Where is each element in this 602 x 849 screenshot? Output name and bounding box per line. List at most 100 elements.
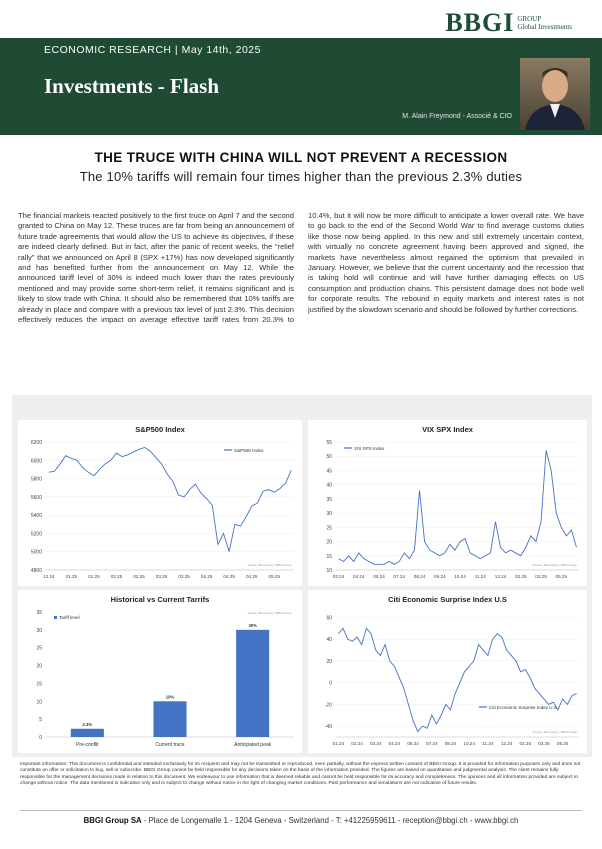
x-tick-label: 04.24 [353,574,365,579]
y-tick-label: 55 [326,440,332,446]
x-tick-label: 12.24 [501,741,513,746]
logo-group: GROUP [517,15,542,23]
x-tick-label: 05.25 [557,741,569,746]
y-tick-label: 5400 [31,513,42,519]
x-tick-label: 12.24 [43,574,55,579]
author: M. Alain Freymond - Associé & CIO [402,113,512,120]
chart-source: Source: Bloomberg / BBGI Group [247,563,292,567]
y-tick-label: 5200 [31,531,42,537]
y-tick-label: 5000 [31,550,42,556]
y-tick-label: 25 [36,646,42,652]
y-tick-label: 60 [326,615,332,621]
x-tick-label: 01.25 [66,574,78,579]
y-tick-label: 20 [326,540,332,546]
legend-label: Tariff level [59,615,80,620]
legend-label: Citi Economic Surprise Index U.S [489,705,557,710]
y-tick-label: 30 [36,628,42,634]
x-tick-label: Current truce [155,742,184,748]
x-tick-label: 02.25 [111,574,123,579]
y-tick-label: 10 [326,568,332,574]
chart: Citi Economic Surprise Index U.S Source: … [308,590,587,753]
x-tick-label: 04.24 [389,741,401,746]
chart: S&P500 Index Source: Bloomberg / BBGI Gro… [18,420,302,586]
y-tick-label: 20 [326,659,332,665]
chart-title: S&P500 Index [135,425,185,434]
legend-label: VIX SPX Index [354,446,385,451]
x-tick-label: 03.24 [370,741,382,746]
y-tick-label: -20 [325,702,332,708]
x-tick-label: 03.25 [535,574,547,579]
footer-rule [20,810,582,811]
y-tick-label: 50 [326,454,332,460]
x-tick-label: 01.25 [88,574,100,579]
chart-source: Source: Bloomberg / BBGI Group [532,563,577,567]
header-band [0,38,602,135]
value-label: 30% [248,623,257,628]
y-tick-label: 35 [36,610,42,616]
x-tick-label: 03.25 [178,574,190,579]
x-tick-label: 03.25 [538,741,550,746]
y-tick-label: 20 [36,664,42,670]
bar [153,701,187,737]
x-tick-label: 02.25 [515,574,527,579]
x-tick-label: 03.25 [156,574,168,579]
footer: BBGI Group SA - Place de Longemalle 1 - … [0,816,602,825]
chart-title: Citi Economic Surprise Index U.S [388,595,507,604]
x-tick-label: 04.25 [246,574,258,579]
x-tick-label: 12.24 [495,574,507,579]
y-tick-label: -40 [325,724,332,730]
x-tick-label: 11.24 [482,741,494,746]
y-tick-label: 4800 [31,568,42,574]
y-tick-label: 15 [36,681,42,687]
photo-figure [525,68,585,130]
x-tick-label: 04.25 [201,574,213,579]
x-tick-label: 06.24 [407,741,419,746]
y-tick-label: 5 [39,717,42,723]
x-tick-label: Pre-conflit [76,742,99,748]
chart-title: Historical vs Current Tarrifs [111,595,210,604]
x-tick-label: 09.24 [434,574,446,579]
logo-name: BBGI [445,8,515,37]
x-tick-label: 02.25 [520,741,532,746]
chart-title: VIX SPX Index [422,425,474,434]
x-tick-label: Anticipated peak [234,742,271,748]
logo-tagline: Global Investments [517,23,572,31]
x-tick-label: 03.24 [333,574,345,579]
chart: Historical vs Current Tarrifs Source: Blo… [18,590,302,753]
author-photo [520,58,590,130]
value-label: 2.3% [83,722,93,727]
y-tick-label: 6000 [31,458,42,464]
y-tick-label: 5800 [31,477,42,483]
y-tick-label: 0 [329,681,332,687]
x-tick-label: 10.24 [463,741,475,746]
article-body: The financial markets reacted positively… [18,211,584,325]
disclaimer: Important information: This document is … [20,762,581,787]
y-tick-label: 15 [326,554,332,560]
y-tick-label: 25 [326,525,332,531]
article-subtitle: The 10% tariffs will remain four times h… [79,169,523,184]
article-title: THE TRUCE WITH CHINA WILL NOT PREVENT A … [94,150,508,165]
x-tick-label: 10.24 [454,574,466,579]
x-tick-label: 08.24 [414,574,426,579]
x-tick-label: 05.25 [556,574,568,579]
x-tick-label: 11.24 [475,574,487,579]
x-tick-label: 07.24 [394,574,406,579]
x-tick-label: 05.25 [269,574,281,579]
header-title: Investments - Flash [44,74,220,98]
x-tick-label: 07.24 [426,741,438,746]
line-series [337,627,577,733]
value-label: 10% [166,694,175,699]
footer-address: - Place de Longemalle 1 - 1204 Geneva - … [141,816,519,825]
y-tick-label: 0 [39,735,42,741]
legend-swatch [54,616,57,619]
chart: VIX SPX Index Source: Bloomberg / BBGI Gr… [308,420,587,586]
bar [236,629,270,737]
x-tick-label: 02.25 [133,574,145,579]
line-series [48,446,292,552]
bar [70,728,104,737]
line-series [338,450,577,565]
y-tick-label: 6200 [31,440,42,446]
logo: BBGI GROUP Global Investments [445,8,572,38]
chart-source: Source: Bloomberg / BBGI Group [532,730,577,734]
